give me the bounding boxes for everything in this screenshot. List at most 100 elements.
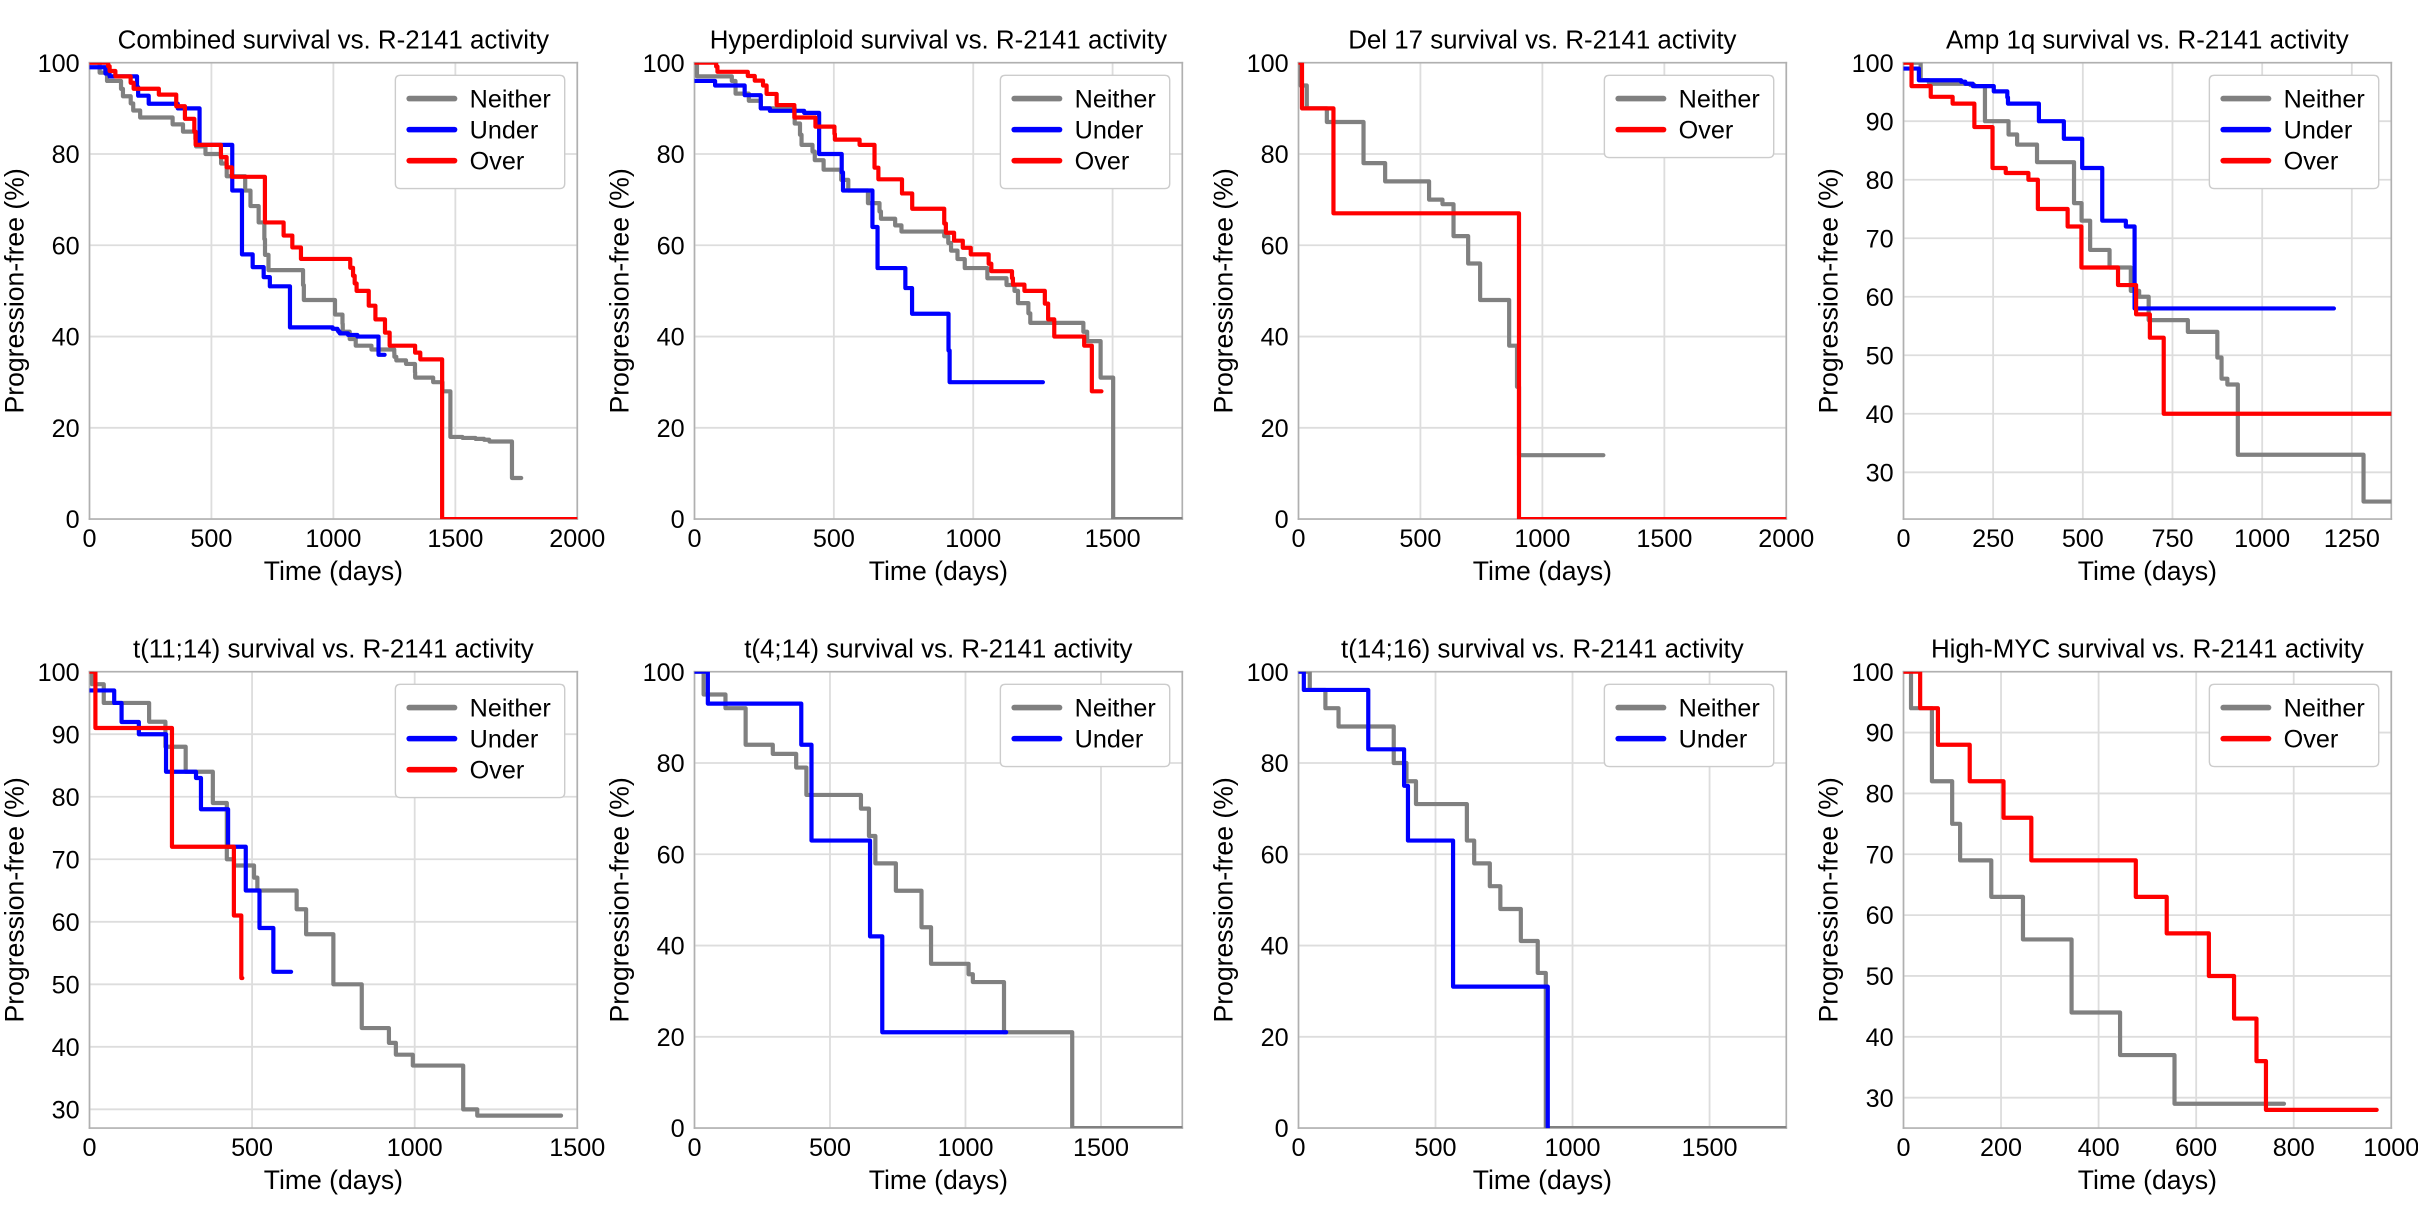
svg-text:0: 0 [1291,1134,1305,1162]
svg-text:Neither: Neither [470,85,551,113]
svg-text:Neither: Neither [1679,85,1760,113]
svg-text:0: 0 [1896,525,1910,553]
svg-text:70: 70 [1865,841,1893,869]
svg-text:200: 200 [1980,1134,2022,1162]
svg-text:1500: 1500 [427,525,483,553]
svg-text:1000: 1000 [387,1134,443,1162]
svg-text:Progression-free (%): Progression-free (%) [0,168,30,413]
svg-text:0: 0 [1291,525,1305,553]
svg-text:Under: Under [1679,725,1748,753]
svg-text:0: 0 [687,525,701,553]
svg-text:750: 750 [2151,525,2193,553]
svg-text:1000: 1000 [1514,525,1570,553]
svg-text:Neither: Neither [1074,694,1155,722]
svg-text:500: 500 [1414,1134,1456,1162]
svg-text:t(4;14) survival vs. R-2141 ac: t(4;14) survival vs. R-2141 activity [744,636,1132,664]
svg-text:Hyperdiploid survival vs. R-21: Hyperdiploid survival vs. R-2141 activit… [709,27,1166,55]
svg-text:Neither: Neither [2283,694,2364,722]
svg-text:40: 40 [1865,401,1893,429]
svg-text:Over: Over [2283,725,2338,753]
svg-text:40: 40 [52,1034,80,1062]
svg-text:100: 100 [38,659,80,687]
svg-text:1500: 1500 [549,1134,604,1162]
svg-text:600: 600 [2175,1134,2217,1162]
svg-text:60: 60 [1865,902,1893,930]
svg-text:20: 20 [656,1024,684,1052]
svg-text:0: 0 [82,1134,96,1162]
svg-text:500: 500 [812,525,854,553]
svg-text:40: 40 [656,324,684,352]
svg-text:400: 400 [2077,1134,2119,1162]
svg-text:1000: 1000 [2363,1134,2418,1162]
svg-text:60: 60 [1865,284,1893,312]
svg-text:20: 20 [1261,415,1289,443]
svg-text:60: 60 [52,909,80,937]
svg-text:1000: 1000 [1545,1134,1601,1162]
svg-text:500: 500 [231,1134,273,1162]
svg-text:100: 100 [642,50,684,78]
svg-text:1500: 1500 [1636,525,1692,553]
svg-text:0: 0 [82,525,96,553]
svg-text:0: 0 [1896,1134,1910,1162]
svg-text:80: 80 [1261,750,1289,778]
svg-text:80: 80 [656,750,684,778]
svg-text:Time (days): Time (days) [264,1165,403,1195]
svg-text:60: 60 [1261,841,1289,869]
svg-text:Time (days): Time (days) [1473,556,1612,586]
svg-text:Time (days): Time (days) [1473,1165,1612,1195]
svg-text:30: 30 [1865,459,1893,487]
svg-text:1000: 1000 [945,525,1001,553]
svg-text:40: 40 [656,933,684,961]
svg-text:50: 50 [52,971,80,999]
svg-text:20: 20 [1261,1024,1289,1052]
svg-text:Neither: Neither [1679,694,1760,722]
svg-text:20: 20 [656,415,684,443]
svg-text:Neither: Neither [1074,85,1155,113]
svg-text:40: 40 [1865,1024,1893,1052]
svg-text:100: 100 [38,50,80,78]
svg-text:30: 30 [1865,1085,1893,1113]
svg-text:500: 500 [190,525,232,553]
svg-text:Over: Over [470,147,525,175]
svg-text:Del 17 survival vs. R-2141 act: Del 17 survival vs. R-2141 activity [1348,27,1736,55]
svg-text:Progression-free (%): Progression-free (%) [605,168,635,413]
svg-text:Under: Under [1074,725,1143,753]
svg-text:500: 500 [2061,525,2103,553]
svg-text:Progression-free (%): Progression-free (%) [0,777,30,1022]
svg-text:100: 100 [1851,659,1893,687]
svg-text:Over: Over [1679,116,1734,144]
svg-text:100: 100 [642,659,684,687]
svg-text:100: 100 [1247,659,1289,687]
svg-text:Progression-free (%): Progression-free (%) [1814,777,1844,1022]
svg-text:1000: 1000 [937,1134,993,1162]
svg-text:Over: Over [2283,147,2338,175]
svg-text:Neither: Neither [470,694,551,722]
svg-text:Progression-free (%): Progression-free (%) [1209,777,1239,1022]
svg-text:60: 60 [52,232,80,260]
svg-text:Amp 1q survival vs. R-2141 act: Amp 1q survival vs. R-2141 activity [1946,27,2349,55]
svg-text:t(14;16) survival vs. R-2141 a: t(14;16) survival vs. R-2141 activity [1341,636,1744,664]
svg-text:0: 0 [66,506,80,534]
svg-text:70: 70 [1865,225,1893,253]
svg-text:2000: 2000 [1758,525,1813,553]
svg-text:0: 0 [670,506,684,534]
svg-text:Combined survival vs. R-2141 a: Combined survival vs. R-2141 activity [118,27,549,55]
svg-text:0: 0 [1275,1115,1289,1143]
svg-text:60: 60 [1261,232,1289,260]
svg-text:30: 30 [52,1096,80,1124]
svg-text:50: 50 [1865,342,1893,370]
svg-text:Time (days): Time (days) [868,556,1007,586]
svg-text:100: 100 [1851,50,1893,78]
svg-text:20: 20 [52,415,80,443]
svg-text:90: 90 [1865,720,1893,748]
svg-text:Time (days): Time (days) [264,556,403,586]
svg-text:1500: 1500 [1072,1134,1128,1162]
svg-text:0: 0 [687,1134,701,1162]
svg-text:Neither: Neither [2283,85,2364,113]
svg-text:80: 80 [52,784,80,812]
svg-text:1000: 1000 [2234,525,2290,553]
svg-text:Over: Over [470,756,525,784]
svg-text:500: 500 [1399,525,1441,553]
svg-text:Progression-free (%): Progression-free (%) [1814,168,1844,413]
svg-text:70: 70 [52,846,80,874]
